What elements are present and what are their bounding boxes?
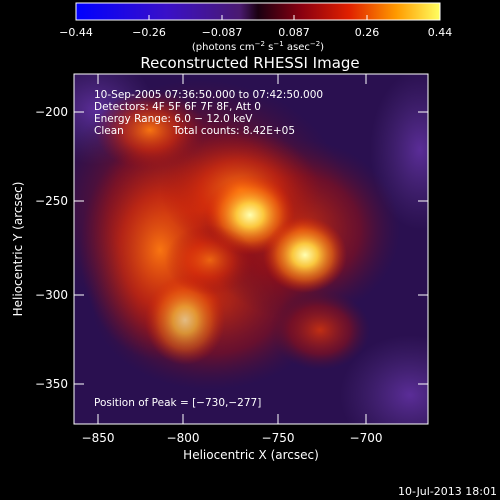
- detectors-text: Detectors: 4F 5F 6F 7F 8F, Att 0: [94, 101, 261, 113]
- colorbar-tick: −0.26: [132, 26, 166, 39]
- y-tick-label: −350: [35, 377, 68, 391]
- x-axis-ticks: [97, 74, 367, 424]
- colorbar-tick: 0.44: [428, 26, 453, 39]
- y-tick-label: −300: [35, 288, 68, 302]
- plot-frame: [73, 73, 429, 425]
- colorbar-tick: 0.087: [278, 26, 310, 39]
- total-counts-text: Total counts: 8.42E+05: [172, 125, 295, 137]
- colorbar-units: (photons cm−2 s−1 asec−2): [192, 40, 324, 53]
- plot-title: Reconstructed RHESSI Image: [140, 54, 359, 72]
- x-tick-label: −700: [350, 431, 383, 445]
- energy-range-text: Energy Range: 6.0 − 12.0 keV: [94, 113, 253, 125]
- x-tick-label: −750: [262, 431, 295, 445]
- colorbar: −0.44 −0.26 −0.087 0.087 0.26 0.44 (phot…: [59, 2, 453, 53]
- y-axis-ticks: [74, 111, 428, 385]
- y-tick-label: −250: [35, 194, 68, 208]
- x-tick-label: −800: [167, 431, 200, 445]
- colorbar-tick: 0.26: [355, 26, 380, 39]
- time-range-text: 10-Sep-2005 07:36:50.000 to 07:42:50.000: [94, 89, 323, 101]
- method-text: Clean: [94, 125, 124, 137]
- colorbar-tick: −0.44: [59, 26, 93, 39]
- colorbar-gradient: [75, 2, 441, 21]
- y-axis-label: Heliocentric Y (arcsec): [11, 182, 25, 317]
- y-tick-label: −200: [35, 105, 68, 119]
- x-axis-label: Heliocentric X (arcsec): [183, 448, 319, 462]
- footer-timestamp: 10-Jul-2013 18:01: [398, 485, 497, 498]
- colorbar-tick: −0.087: [202, 26, 243, 39]
- solar-image: [74, 74, 428, 424]
- x-tick-label: −850: [82, 431, 115, 445]
- image-annotations: 10-Sep-2005 07:36:50.000 to 07:42:50.000…: [94, 89, 323, 409]
- peak-position-text: Position of Peak = [−730,−277]: [94, 397, 261, 409]
